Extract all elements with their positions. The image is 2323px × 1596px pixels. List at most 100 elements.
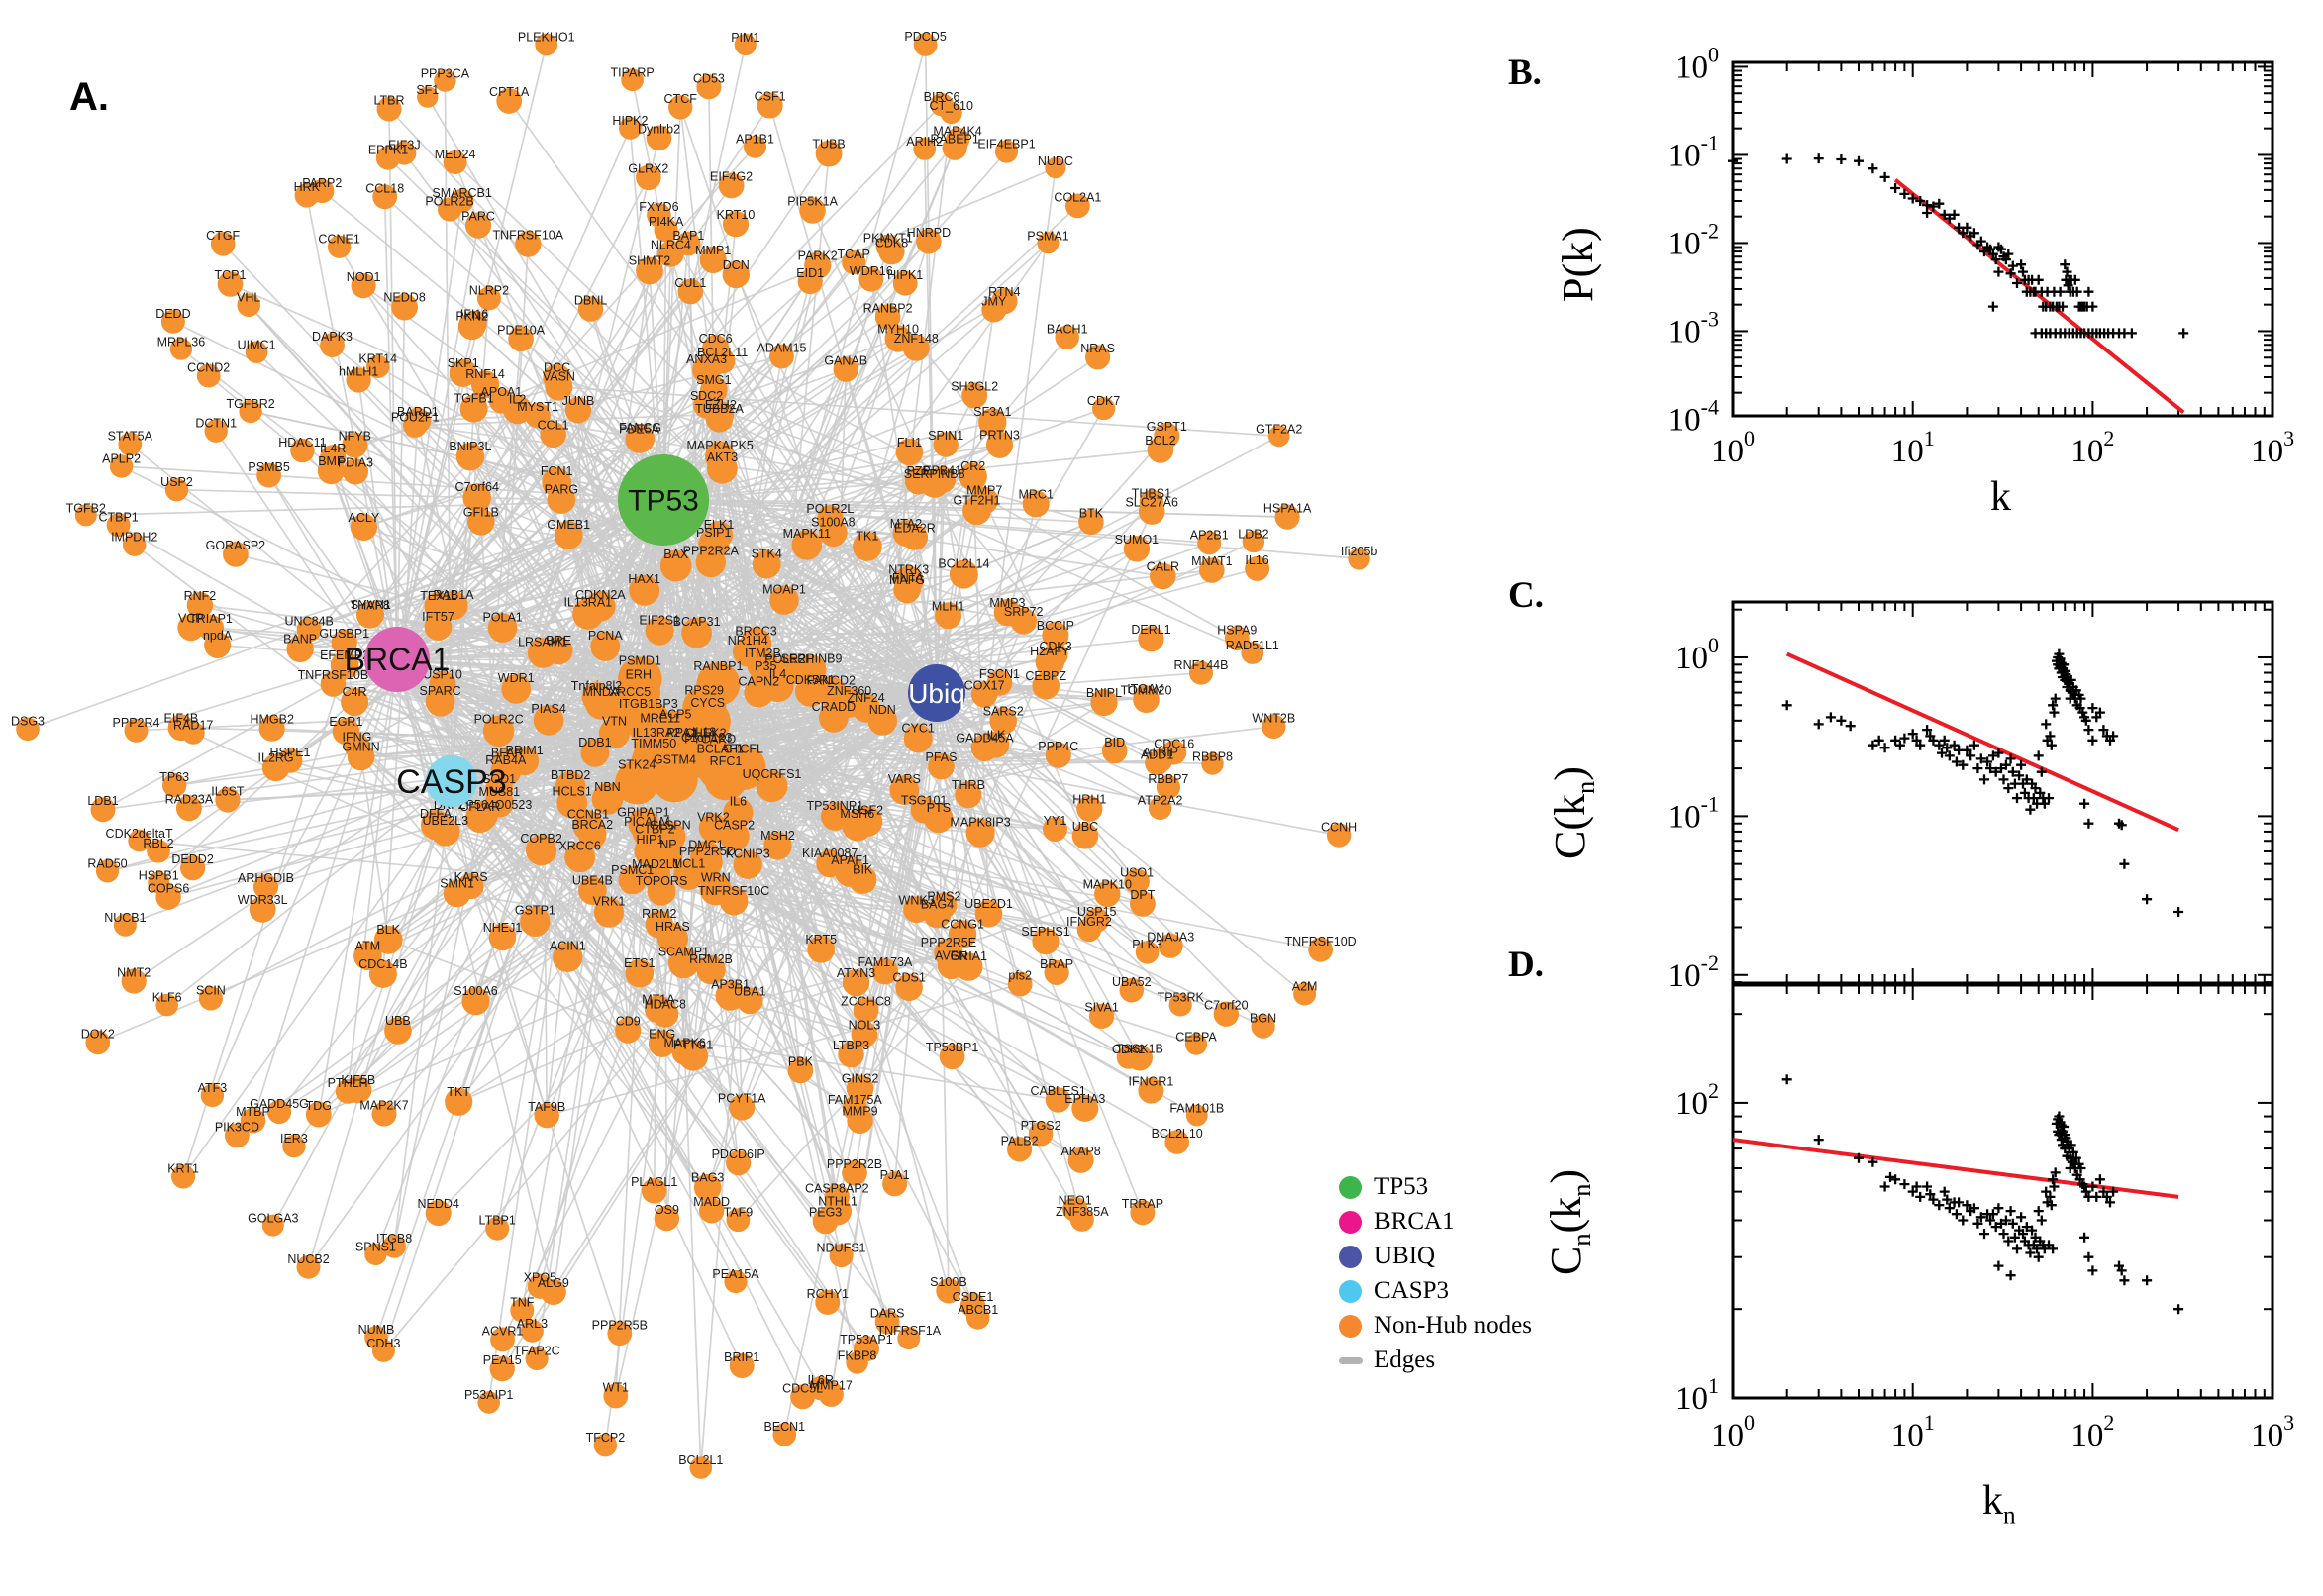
- network-node: [305, 1101, 332, 1128]
- network-node-label: SLC27A6: [1125, 495, 1178, 509]
- network-node-label: AP3B1: [711, 978, 750, 992]
- network-node: [628, 808, 659, 840]
- network-node: [937, 951, 965, 980]
- network-node-label: IFNGR2: [1066, 915, 1112, 929]
- tick-label: 101: [1891, 426, 1935, 469]
- network-node-label: IL6R: [807, 1373, 833, 1387]
- network-node: [1076, 795, 1103, 822]
- legend-dot-icon: [1339, 1245, 1362, 1268]
- network-node-label: BFAR: [491, 747, 524, 760]
- network-node-label: PPP2R4: [113, 716, 160, 730]
- data-point-marker: [2119, 858, 2130, 869]
- network-node-label: SOD1: [482, 772, 516, 786]
- network-node-label: GFI1B: [463, 505, 499, 519]
- network-node: [621, 68, 644, 92]
- data-point-marker: [2012, 278, 2022, 288]
- network-edge: [520, 338, 641, 441]
- network-node: [1158, 933, 1183, 958]
- fit-line: [1893, 178, 2185, 414]
- network-node-label: PZP: [906, 464, 930, 478]
- axis-ticks: [1732, 62, 2274, 416]
- network-node-label: MLH1: [932, 599, 964, 613]
- network-node-label: PDCD6IP: [712, 1147, 765, 1161]
- network-node-label: CDKN2A: [575, 588, 626, 602]
- network-node: [1185, 1104, 1208, 1127]
- network-node-label: KIAA0087: [802, 847, 858, 860]
- data-point-marker: [1939, 209, 1950, 220]
- network-node-label: KLF6: [152, 991, 182, 1005]
- network-node: [1088, 1003, 1115, 1029]
- legend-item-label: TP53: [1374, 1173, 1429, 1200]
- network-node: [769, 344, 794, 369]
- data-point-marker: [1868, 163, 1878, 174]
- network-node: [913, 33, 938, 56]
- network-node-label: CTCF: [664, 92, 698, 106]
- tick-label: 102: [2070, 1410, 2114, 1453]
- network-node-label: POU2F1: [391, 410, 440, 424]
- network-node: [647, 876, 676, 906]
- network-node: [118, 432, 143, 456]
- network-node-label: NTHL1: [818, 1195, 858, 1209]
- data-point-marker: [2049, 1181, 2060, 1192]
- network-node-label: BCAP31: [673, 615, 721, 629]
- network-node-label: TGFB2: [66, 501, 106, 515]
- network-node-label: ATRIP: [1143, 746, 1178, 759]
- chart-d-ylabel-part: (k: [1542, 1196, 1590, 1234]
- data-point-marker: [2070, 274, 2080, 285]
- network-node: [464, 212, 492, 239]
- network-node: [527, 638, 558, 668]
- data-point-marker: [2049, 707, 2060, 718]
- network-node: [477, 1391, 501, 1414]
- network-node-labels: TP53RK KIAA0087 THAP8 CDC14B DSG3 NTHL1 VRK1 CE…: [11, 30, 1377, 1467]
- network-node-label: GADD45A: [956, 731, 1014, 745]
- network-node: [933, 432, 959, 457]
- data-point-marker: [2142, 1275, 2153, 1286]
- network-node-label: PICALM: [624, 815, 670, 829]
- network-node-label: TNFRSF1A: [877, 1324, 942, 1338]
- network-edge: [995, 744, 1161, 810]
- network-node-label: MAP2K7: [359, 1099, 408, 1113]
- network-node: [123, 533, 147, 556]
- network-node-label: MADD: [693, 1195, 730, 1209]
- data-point-marker: [1993, 1203, 2004, 1214]
- network-node-label: HDAC8: [645, 998, 686, 1012]
- data-point-marker: [2087, 735, 2098, 746]
- data-point-marker: [2070, 1152, 2081, 1163]
- network-node-label: A2M: [1292, 979, 1318, 993]
- network-node-label: GSTP1: [515, 904, 556, 918]
- network-node-label: CEBPZ: [1025, 669, 1066, 683]
- tick-label: 102: [1675, 1078, 1719, 1122]
- data-point-marker: [1990, 766, 2001, 777]
- network-node-label: CCL1: [538, 419, 569, 433]
- network-node-label: TNFRSF10D: [1284, 935, 1356, 948]
- network-node-label: BRIP1: [724, 1350, 759, 1364]
- data-point-marker: [1939, 1186, 1950, 1197]
- network-node-label: RAD51L1: [1226, 639, 1279, 652]
- network-node: [371, 1101, 397, 1127]
- network-node: [791, 530, 823, 560]
- data-point-marker: [2080, 715, 2091, 726]
- network-edge: [741, 863, 831, 1108]
- network-node-label: CDK2: [1112, 1043, 1145, 1056]
- network-node-label: TOPORS: [636, 874, 688, 888]
- network-node-label: GRIA1: [950, 949, 987, 963]
- data-point-marker: [1958, 1215, 1969, 1226]
- network-node: [946, 127, 970, 151]
- network-node: [1135, 941, 1160, 964]
- network-node-label: GMEB1: [547, 518, 590, 532]
- network-node-label: USP15: [1077, 905, 1117, 919]
- network-node-label: TCAP: [838, 248, 870, 261]
- network-node-label: SMN1: [440, 877, 474, 891]
- network-node-label: IL4R: [320, 442, 346, 455]
- network-node: [965, 818, 995, 848]
- network-node-label: CYCS: [690, 696, 725, 710]
- data-point-marker: [2077, 707, 2088, 718]
- network-node: [882, 1171, 908, 1197]
- network-node: [457, 312, 486, 341]
- network-edge: [415, 413, 721, 427]
- data-point-marker: [1954, 1197, 1965, 1208]
- network-node-label: GRIPAP1: [617, 806, 669, 820]
- network-node: [838, 1042, 864, 1068]
- data-point-marker: [1944, 1203, 1955, 1214]
- network-edge: [747, 586, 909, 653]
